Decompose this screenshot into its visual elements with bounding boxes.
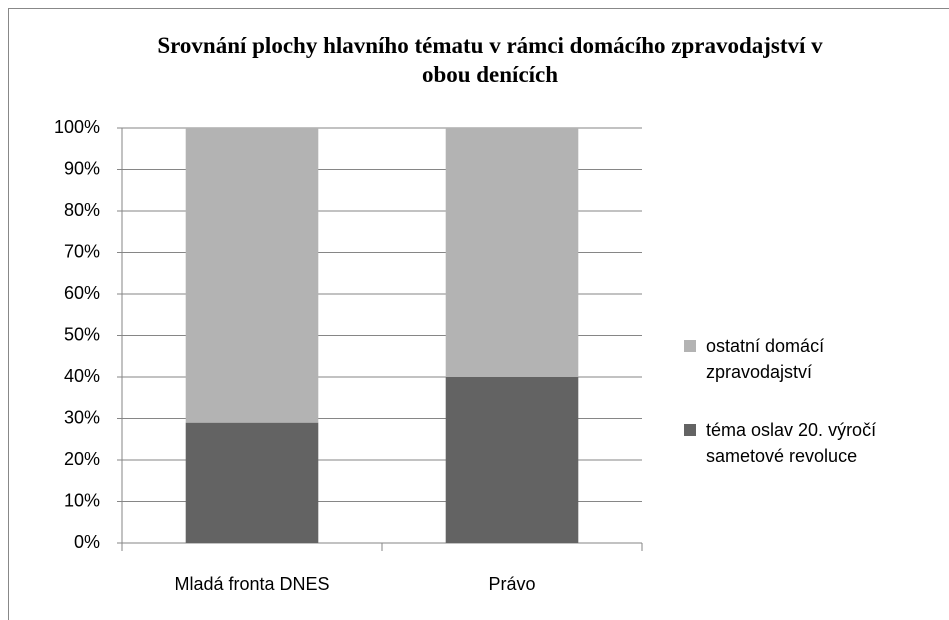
x-tick-label: Mladá fronta DNES <box>174 574 329 594</box>
legend-item: téma oslav 20. výročí sametové revoluce <box>684 417 934 469</box>
y-tick-label: 20% <box>64 449 100 469</box>
bar-segment <box>185 422 319 543</box>
y-tick-label: 70% <box>64 241 100 261</box>
bar-segment <box>445 377 579 543</box>
bar-segment <box>445 128 579 377</box>
chart-title: Srovnání plochy hlavního tématu v rámci … <box>157 33 823 87</box>
bar-segment <box>185 128 319 423</box>
y-tick-label: 30% <box>64 407 100 427</box>
legend-label: ostatní domácí zpravodajství <box>706 336 825 382</box>
legend-item: ostatní domácí zpravodajství <box>684 333 934 385</box>
legend: ostatní domácí zpravodajství téma oslav 2… <box>684 333 934 501</box>
legend-swatch <box>684 424 696 436</box>
y-tick-label: 60% <box>64 283 100 303</box>
x-tick-label: Právo <box>488 574 535 594</box>
y-tick-label: 40% <box>64 366 100 386</box>
chart-frame <box>8 8 949 620</box>
y-tick-label: 100% <box>54 117 100 137</box>
y-tick-label: 0% <box>74 532 100 552</box>
y-tick-label: 10% <box>64 490 100 510</box>
legend-swatch <box>684 340 696 352</box>
y-tick-label: 80% <box>64 200 100 220</box>
y-tick-label: 50% <box>64 324 100 344</box>
y-tick-label: 90% <box>64 158 100 178</box>
legend-label: téma oslav 20. výročí sametové revoluce <box>706 420 877 466</box>
